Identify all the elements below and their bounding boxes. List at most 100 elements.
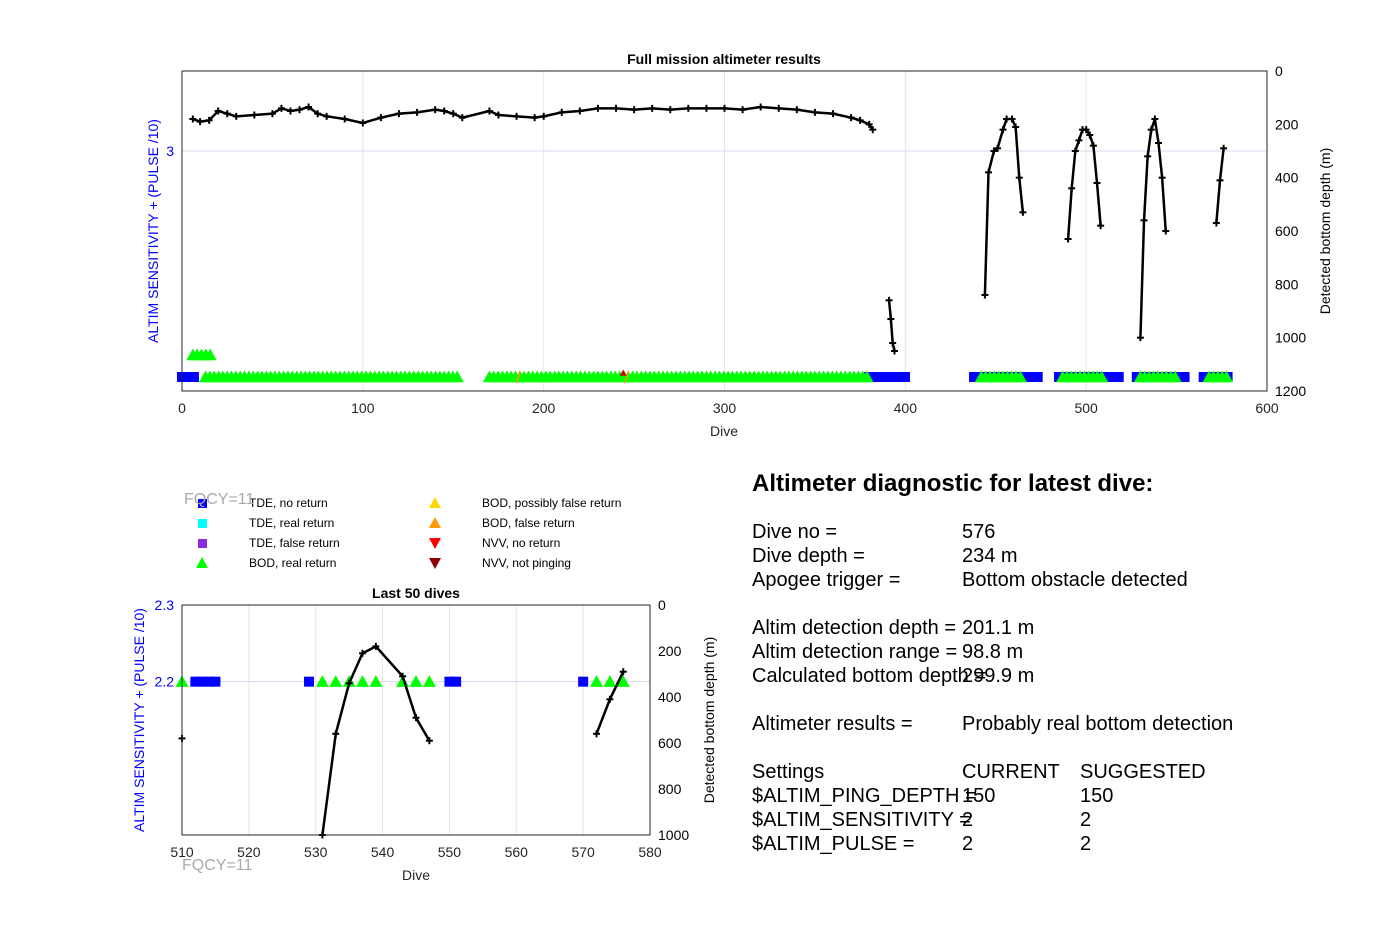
top-chart-title: Full mission altimeter results xyxy=(627,51,821,67)
legend-marker-triangle-down xyxy=(429,558,441,569)
top-chart-xlabel: Dive xyxy=(710,423,738,439)
legend-label: BOD, possibly false return xyxy=(482,496,621,510)
depth-point xyxy=(1093,179,1101,187)
depth-point xyxy=(1155,139,1162,147)
diag-value-detection-range: 98.8 m xyxy=(962,641,1024,663)
tde-no-return-marker xyxy=(451,676,462,687)
depth-point xyxy=(268,110,276,118)
depth-point xyxy=(648,104,656,112)
depth-point xyxy=(887,315,895,323)
diag-label-apogee-trigger: Apogee trigger = xyxy=(752,569,901,591)
depth-point xyxy=(189,115,197,123)
depth-point xyxy=(196,118,204,126)
legend-marker-triangle-down xyxy=(429,538,441,549)
bod-real-return-marker xyxy=(1168,370,1182,383)
diag-label-detection-range: Altim detection range = xyxy=(752,641,958,663)
x-tick-label: 500 xyxy=(1074,400,1098,416)
right-tick-label: 800 xyxy=(658,781,682,797)
depth-point xyxy=(1097,222,1105,230)
diag-label-bottom-depth: Calculated bottom depth = xyxy=(752,665,987,687)
x-tick-label: 300 xyxy=(713,400,737,416)
x-tick-label: 570 xyxy=(571,844,595,860)
legend: TDE, no return TDE, real return TDE, false… xyxy=(196,496,621,570)
depth-point xyxy=(1064,235,1072,243)
right-tick-label: 1000 xyxy=(658,827,689,843)
depth-point xyxy=(399,672,407,680)
top-chart-right-ticks: 0 200 400 600 800 1000 1200 xyxy=(1275,63,1306,399)
diag-label-dive-no: Dive no = xyxy=(752,521,838,543)
depth-point xyxy=(999,126,1007,134)
depth-point xyxy=(1216,176,1224,184)
x-tick-label: 400 xyxy=(894,400,918,416)
legend-label: TDE, no return xyxy=(249,496,328,510)
tde-no-return-marker xyxy=(188,372,199,382)
x-tick-label: 560 xyxy=(505,844,529,860)
depth-point xyxy=(1075,136,1083,144)
depth-point xyxy=(990,147,998,155)
depth-point xyxy=(372,642,380,650)
depth-point xyxy=(1162,227,1170,235)
depth-series-line xyxy=(321,644,431,836)
bottom-watermark: FQCY=11 xyxy=(182,857,253,874)
depth-point xyxy=(377,114,385,122)
bod-real-return-marker xyxy=(616,675,630,687)
depth-point xyxy=(1089,142,1097,150)
depth-point xyxy=(985,168,993,176)
depth-point xyxy=(296,106,304,114)
diag-value-apogee-trigger: Bottom obstacle detected xyxy=(962,569,1188,591)
depth-point xyxy=(323,112,331,120)
full-mission-chart: Full mission altimeter results Dive ALTI… xyxy=(145,51,1333,439)
right-tick-label: 400 xyxy=(658,689,682,705)
x-tick-label: 580 xyxy=(638,844,662,860)
bod-real-return-marker xyxy=(1013,370,1027,383)
legend-label: BOD, false return xyxy=(482,516,575,530)
depth-point xyxy=(287,107,294,115)
depth-point xyxy=(250,111,258,119)
right-tick-label: 1000 xyxy=(1275,330,1306,346)
tde-no-return-marker xyxy=(899,372,910,382)
depth-series-line xyxy=(887,300,896,352)
tde-no-return-marker xyxy=(197,676,208,687)
depth-point xyxy=(865,120,873,128)
bod-real-return-marker xyxy=(590,675,604,687)
x-tick-label: 530 xyxy=(304,844,328,860)
top-chart-ylabel-right: Detected bottom depth (m) xyxy=(1317,148,1333,315)
depth-point xyxy=(1008,115,1016,123)
legend-marker-square xyxy=(198,499,207,508)
tde-no-return-marker xyxy=(578,676,589,687)
bod-real-return-marker xyxy=(409,675,423,687)
x-tick-label: 100 xyxy=(351,400,375,416)
bottom-chart-right-ticks: 0 200 400 600 800 1000 xyxy=(658,597,689,843)
top-chart-axes-box xyxy=(181,70,1268,392)
x-tick-label: 0 xyxy=(178,400,186,416)
depth-series-line xyxy=(1215,148,1225,224)
depth-point xyxy=(1068,184,1076,192)
depth-point xyxy=(413,108,421,116)
depth-point xyxy=(1220,144,1228,152)
bottom-chart-xlabel: Dive xyxy=(402,867,430,883)
bottom-chart-ylabel-left: ALTIM SENSITIVITY + (PULSE /10) xyxy=(131,608,147,832)
bod-real-return-marker xyxy=(315,675,329,687)
x-tick-label: 540 xyxy=(371,844,395,860)
tde-no-return-marker xyxy=(210,676,221,687)
diag-value-results: Probably real bottom detection xyxy=(962,713,1234,735)
x-tick-label: 510 xyxy=(170,844,194,860)
depth-point xyxy=(440,107,448,115)
depth-point xyxy=(684,104,692,112)
depth-point xyxy=(612,104,620,112)
depth-point xyxy=(869,126,877,134)
bottom-chart-depth-lines xyxy=(178,642,627,839)
bod-real-return-marker xyxy=(422,675,436,687)
left-tick-label: 2.2 xyxy=(155,674,175,690)
depth-point xyxy=(277,104,285,112)
depth-point xyxy=(829,110,837,118)
depth-point xyxy=(721,104,728,112)
depth-point xyxy=(889,339,897,347)
bod-false-return-marker xyxy=(515,370,521,384)
depth-point xyxy=(531,114,539,122)
diagnostic-title: Altimeter diagnostic for latest dive: xyxy=(752,470,1154,497)
depth-point xyxy=(594,104,602,112)
depth-point xyxy=(494,111,502,119)
diag-value-bottom-depth: 299.9 m xyxy=(962,665,1035,687)
depth-point xyxy=(1144,152,1152,160)
